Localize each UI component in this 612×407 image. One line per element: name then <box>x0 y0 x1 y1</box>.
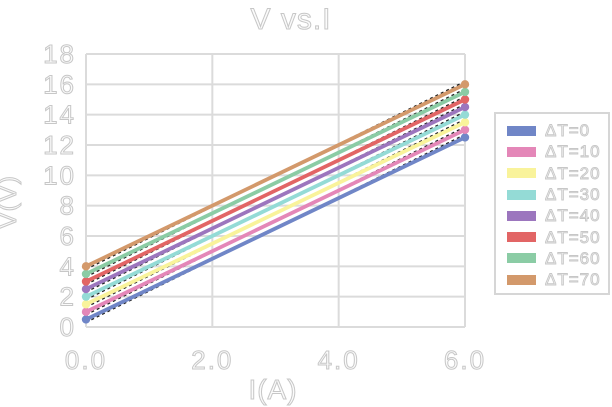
legend-item: ΔT=30 <box>507 184 608 205</box>
legend-item: ΔT=60 <box>507 248 608 269</box>
legend-swatch <box>507 232 536 243</box>
legend-swatch <box>507 274 536 285</box>
legend-item-label: ΔT=10 <box>545 142 601 162</box>
legend: ΔT=0 ΔT=10 ΔT=20 ΔT=30 ΔT=40 ΔT=50 ΔT=60 <box>494 112 610 295</box>
data-point <box>81 300 91 309</box>
data-point <box>460 87 470 97</box>
legend-item-label: ΔT=60 <box>545 248 601 268</box>
y-tick-label: 14 <box>43 100 76 130</box>
legend-item: ΔT=0 <box>507 120 608 141</box>
y-tick-label: 8 <box>60 191 76 221</box>
y-tick-label: 2 <box>60 282 76 312</box>
y-tick-label: 18 <box>43 39 76 69</box>
data-point <box>460 133 470 142</box>
series-line <box>84 120 467 307</box>
legend-item-label: ΔT=20 <box>545 163 601 183</box>
y-tick-label: 6 <box>60 221 76 251</box>
series-line <box>84 112 467 299</box>
chart-title: V vs.I <box>250 3 331 36</box>
legend-item: ΔT=40 <box>507 205 608 226</box>
data-point <box>81 292 91 301</box>
data-point <box>81 277 91 286</box>
x-tick-label: 0.0 <box>65 345 107 375</box>
legend-item: ΔT=70 <box>507 269 608 290</box>
series-line <box>84 82 467 269</box>
legend-item: ΔT=20 <box>507 163 608 184</box>
legend-swatch <box>507 168 536 179</box>
y-tick-label: 16 <box>43 69 76 99</box>
legend-swatch <box>507 253 536 264</box>
series-line <box>84 135 467 322</box>
x-tick-label: 2.0 <box>191 345 233 375</box>
legend-item: ΔT=10 <box>507 141 608 162</box>
data-point <box>81 307 91 317</box>
legend-item: ΔT=50 <box>507 226 608 247</box>
legend-swatch <box>507 210 536 221</box>
legend-item-label: ΔT=50 <box>545 227 601 247</box>
legend-item-label: ΔT=0 <box>545 121 591 141</box>
x-axis-label: I(A) <box>248 374 297 405</box>
legend-swatch <box>507 146 536 157</box>
series-line <box>84 90 467 276</box>
data-point <box>460 95 470 104</box>
data-point <box>81 315 91 324</box>
data-point <box>81 284 91 294</box>
y-axis-label: V(V) <box>0 175 22 229</box>
series-line <box>84 105 467 291</box>
legend-item-label: ΔT=30 <box>545 185 601 205</box>
y-tick-label: 0 <box>60 312 76 342</box>
data-point <box>460 110 470 119</box>
legend-item-label: ΔT=40 <box>545 206 601 226</box>
y-tick-label: 10 <box>43 160 76 190</box>
series-line <box>84 127 467 314</box>
data-point <box>81 262 91 271</box>
data-point <box>460 125 470 135</box>
data-point <box>460 118 470 127</box>
data-point <box>460 102 470 112</box>
series-line <box>84 97 467 284</box>
legend-swatch <box>507 189 536 200</box>
legend-swatch <box>507 125 536 136</box>
x-tick-label: 4.0 <box>318 345 360 375</box>
y-tick-label: 4 <box>60 251 76 281</box>
y-tick-label: 12 <box>43 130 76 160</box>
data-point <box>81 269 91 279</box>
legend-item-label: ΔT=70 <box>545 270 601 290</box>
x-tick-label: 6.0 <box>444 345 486 375</box>
data-point <box>460 80 470 89</box>
